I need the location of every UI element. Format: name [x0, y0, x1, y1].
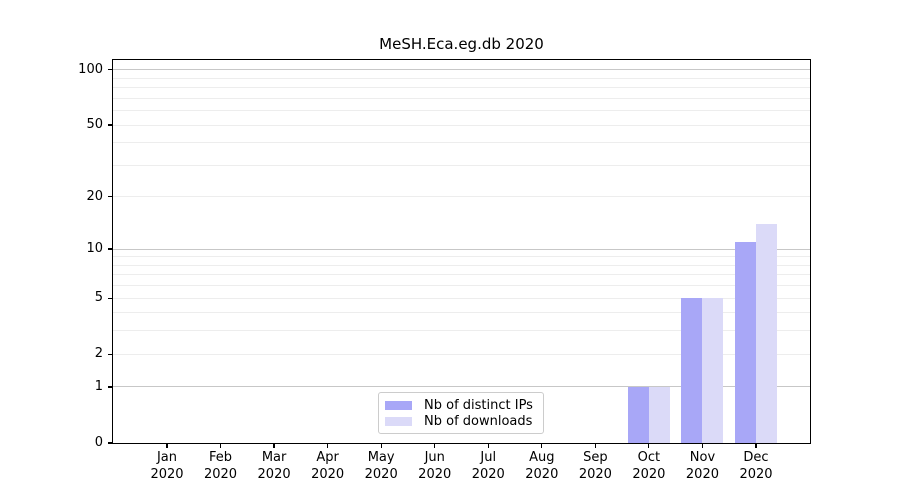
x-tick-mark: [594, 444, 596, 448]
x-tick-label-line: 2020: [525, 467, 559, 482]
y-tick-label: 5: [94, 290, 103, 306]
x-tick-label: Aug 2020: [511, 449, 573, 483]
x-tick-label-line: Mar: [261, 450, 287, 465]
x-tick-label-line: 2020: [578, 467, 612, 482]
legend-swatch-distinct-ips: [385, 400, 412, 410]
gridline-minor: [113, 77, 810, 79]
legend: Nb of distinct IPs Nb of downloads: [378, 392, 544, 434]
x-tick-label-line: Jan: [156, 450, 178, 465]
x-tick-mark: [541, 444, 543, 448]
y-tick-label: 1: [94, 378, 103, 394]
y-tick-label: 100: [78, 61, 103, 77]
legend-label-downloads: Nb of downloads: [424, 413, 533, 429]
x-tick-label-line: 2020: [632, 467, 666, 482]
gridline-minor: [113, 285, 810, 287]
x-tick-label-line: Jun: [424, 450, 445, 465]
x-tick-mark: [648, 444, 650, 448]
x-tick-mark: [487, 444, 489, 448]
gridline-minor: [113, 142, 810, 144]
x-tick-label-line: 2020: [311, 467, 345, 482]
legend-entry-downloads: Nb of downloads: [385, 413, 536, 429]
x-tick-label: Jul 2020: [457, 449, 519, 483]
x-tick-label-line: Dec: [743, 450, 769, 465]
gridline-minor: [113, 312, 810, 314]
x-tick-mark: [755, 444, 757, 448]
bar-distinct-ips: [681, 298, 703, 443]
x-tick-mark: [219, 444, 222, 448]
x-tick-label: Apr 2020: [297, 449, 359, 483]
x-tick-label-line: Apr: [316, 450, 339, 465]
x-tick-label-line: Sep: [583, 450, 608, 465]
x-tick-mark: [701, 444, 704, 448]
y-tick-label: 10: [86, 241, 103, 257]
x-tick-label-line: 2020: [203, 467, 238, 482]
legend-swatch-downloads: [385, 416, 412, 426]
y-tick-label: 50: [86, 117, 103, 133]
bar-downloads: [756, 224, 777, 443]
x-tick-label: Feb 2020: [190, 449, 252, 483]
y-tick-mark: [107, 353, 112, 355]
gridline-minor: [113, 264, 810, 266]
x-tick-label: Dec 2020: [725, 449, 787, 483]
x-tick-label: May 2020: [350, 449, 412, 483]
gridline-minor: [113, 87, 810, 89]
x-tick-mark: [166, 444, 168, 448]
x-tick-label-line: Aug: [529, 450, 555, 465]
y-tick-mark: [107, 196, 112, 198]
x-tick-label-line: Feb: [209, 450, 233, 465]
gridline-minor: [113, 164, 810, 166]
x-tick-label: Sep 2020: [564, 449, 626, 483]
gridline-minor: [113, 256, 810, 258]
x-tick-label: Mar 2020: [243, 449, 305, 483]
gridline-minor: [113, 196, 810, 198]
chart-title: MeSH.Eca.eg.db 2020: [379, 35, 544, 53]
gridline-minor: [113, 353, 810, 355]
gridline-minor: [113, 297, 810, 299]
x-tick-label-line: 2020: [418, 467, 452, 482]
x-tick-label: Nov 2020: [671, 449, 733, 483]
x-tick-label: Jun 2020: [404, 449, 466, 483]
bar-downloads: [702, 298, 724, 443]
x-tick-label: Oct 2020: [618, 449, 680, 483]
x-tick-label-line: 2020: [685, 467, 719, 482]
gridline-major: [113, 69, 810, 71]
bar-distinct-ips: [735, 242, 756, 443]
y-tick-label: 20: [86, 188, 103, 204]
legend-entry-distinct-ips: Nb of distinct IPs: [385, 397, 536, 413]
x-tick-label-line: Oct: [637, 450, 661, 465]
x-tick-label: Jan 2020: [136, 449, 198, 483]
legend-label-distinct-ips: Nb of distinct IPs: [424, 397, 533, 413]
gridline-major: [113, 248, 810, 250]
x-tick-mark: [273, 444, 275, 448]
x-tick-label-line: 2020: [257, 467, 291, 482]
gridline-major: [113, 386, 810, 388]
gridline-minor: [113, 97, 810, 99]
x-tick-label-line: 2020: [364, 467, 398, 482]
x-tick-label-line: Jul: [480, 450, 497, 465]
gridline-minor: [113, 330, 810, 332]
bar-downloads: [648, 386, 670, 443]
gridline-minor: [113, 124, 810, 126]
y-tick-mark: [107, 297, 112, 299]
x-tick-mark: [434, 444, 436, 448]
y-tick-mark: [107, 442, 112, 444]
x-tick-label-line: 2020: [471, 467, 505, 482]
y-tick-label: 0: [94, 435, 103, 450]
y-tick-mark: [107, 386, 112, 388]
gridline-minor: [113, 274, 810, 276]
x-tick-label-line: 2020: [739, 467, 773, 482]
bar-distinct-ips: [627, 386, 649, 443]
y-tick-mark: [107, 69, 112, 71]
y-tick-mark: [107, 124, 112, 126]
x-tick-label-line: Nov: [689, 450, 716, 465]
gridline-minor: [113, 110, 810, 112]
x-tick-mark: [327, 444, 329, 448]
x-tick-label-line: May: [367, 450, 395, 465]
x-tick-mark: [380, 444, 382, 448]
y-tick-label: 2: [94, 346, 103, 362]
y-tick-mark: [107, 248, 112, 250]
x-tick-label-line: 2020: [150, 467, 184, 482]
